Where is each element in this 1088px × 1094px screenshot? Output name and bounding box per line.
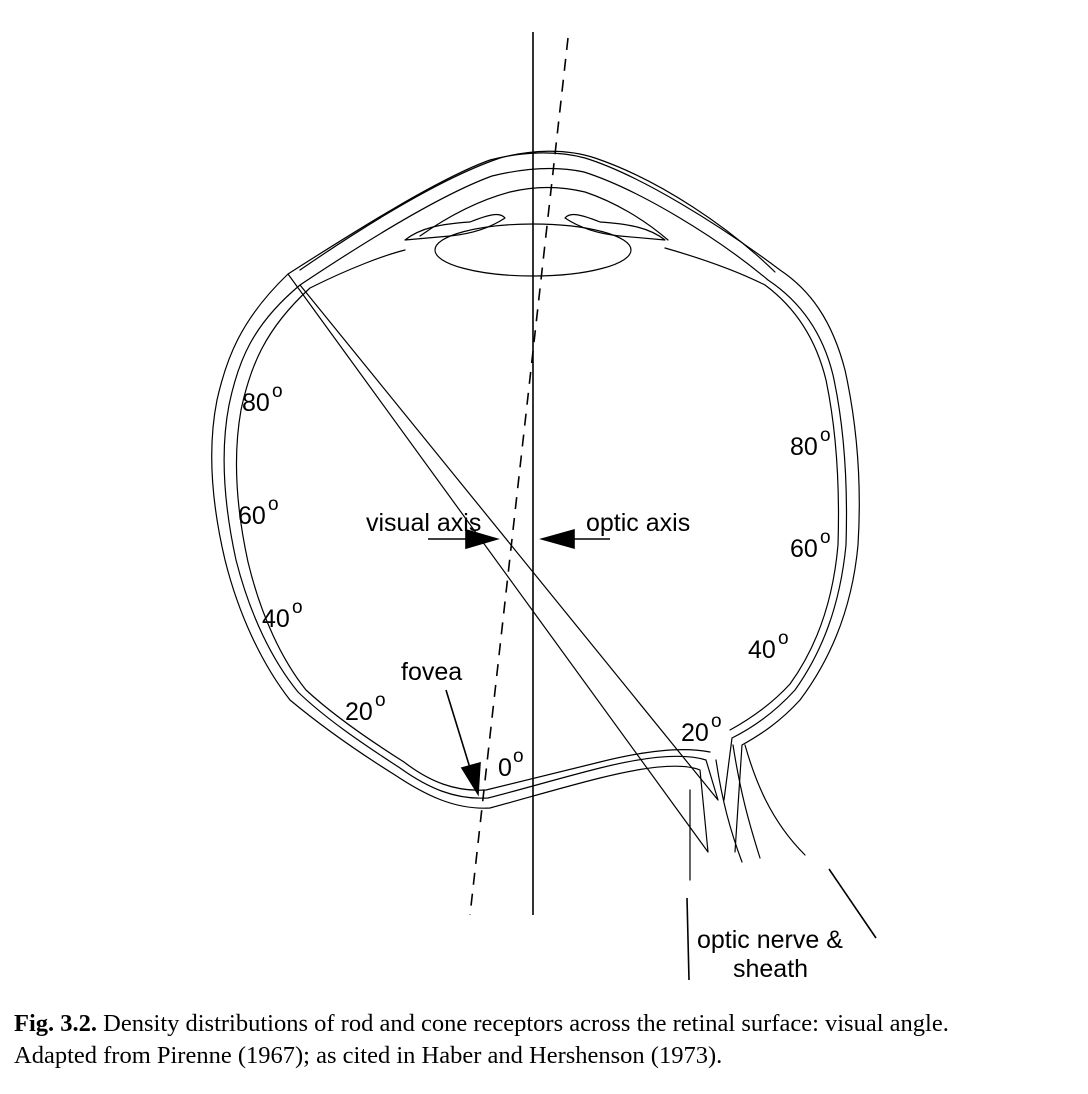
nerve-pointer-left	[686, 897, 690, 981]
visual-axis-line	[469, 37, 569, 916]
optic-nerve-label-line1: optic nerve &	[697, 926, 843, 954]
angle-left-60: 60	[238, 502, 266, 530]
retina-outline	[235, 247, 840, 791]
visual-axis-arrowhead	[465, 528, 500, 550]
caption-text-line1: Density distributions of rod and cone re…	[97, 1010, 949, 1037]
figure-number: Fig. 3.2.	[14, 1010, 98, 1037]
degree-symbol: o	[820, 425, 831, 446]
optic-nerve-label-line2: sheath	[733, 955, 808, 983]
caption-text-line2: Adapted from Pirenne (1967); as cited in…	[14, 1042, 723, 1069]
figure-caption: Fig. 3.2. Density distributions of rod a…	[14, 1008, 1082, 1072]
iris-right	[564, 213, 666, 241]
fovea-arrow-shaft	[445, 689, 471, 769]
degree-symbol: o	[711, 711, 722, 732]
nerve-pointer-right	[828, 868, 877, 939]
angle-right-40: 40	[748, 636, 776, 664]
angle-right-80: 80	[790, 433, 818, 461]
angle-zero: 0	[498, 754, 512, 782]
optic-axis-arrowhead	[539, 528, 575, 550]
visual-axis-label: visual axis	[366, 509, 481, 537]
iris-left	[404, 213, 506, 241]
angle-left-80: 80	[242, 389, 270, 417]
degree-symbol: o	[820, 527, 831, 548]
eye-cross-section-diagram: visual axis optic axis fovea optic nerve…	[211, 32, 877, 983]
degree-symbol: o	[375, 690, 386, 711]
nerve-sheath-lines	[689, 744, 806, 881]
angle-right-60: 60	[790, 535, 818, 563]
sclera-outline	[211, 152, 860, 853]
degree-symbol: o	[272, 381, 283, 402]
cornea-outline	[299, 150, 776, 273]
optic-axis-label: optic axis	[586, 509, 690, 537]
degree-symbol: o	[292, 597, 303, 618]
fovea-arrowhead	[460, 761, 481, 797]
angle-left-40: 40	[262, 605, 290, 633]
angle-right-20: 20	[681, 719, 709, 747]
fovea-label: fovea	[401, 658, 462, 686]
sclera-inner-outline	[223, 167, 848, 801]
degree-symbol: o	[268, 494, 279, 515]
degree-symbol: o	[778, 628, 789, 649]
degree-symbol: o	[513, 746, 524, 767]
cornea-inner	[419, 186, 669, 241]
angle-left-20: 20	[345, 698, 373, 726]
